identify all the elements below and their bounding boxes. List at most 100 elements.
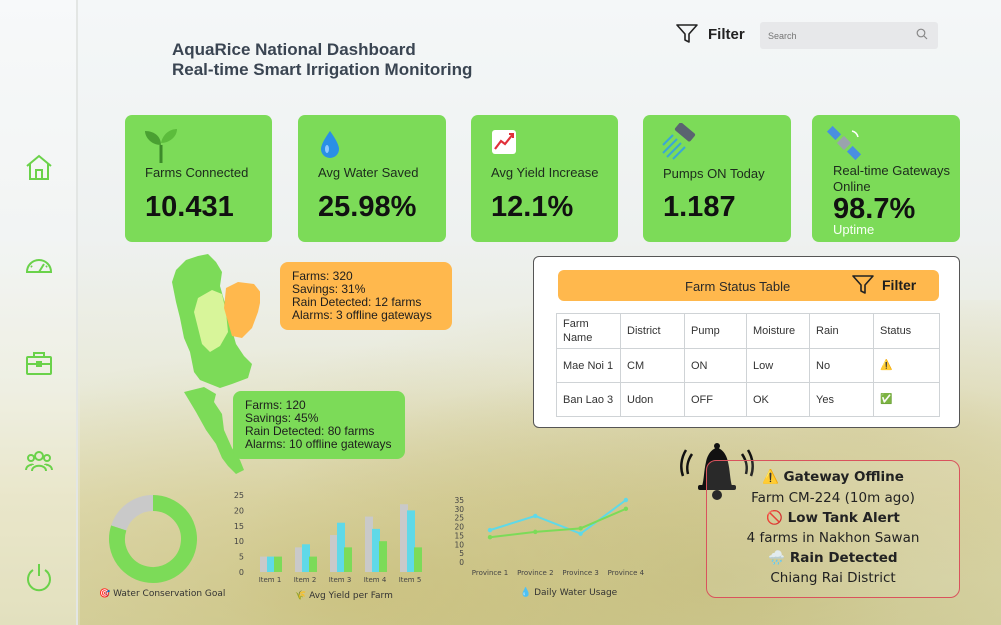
table-filter-label: Filter: [882, 277, 917, 293]
tooltip-farms: Farms: 320: [292, 269, 353, 283]
y-tick-label: 10: [454, 540, 464, 549]
alert-rain-detail: Chiang Rai District: [770, 570, 896, 586]
alert-gateway-offline-title[interactable]: ⚠️ Gateway Offline: [762, 469, 904, 485]
table-row[interactable]: Ban Lao 3 Udon OFF OK Yes ✅: [556, 382, 940, 417]
bar: [274, 556, 282, 572]
bar: [267, 556, 275, 572]
bar: [309, 556, 317, 572]
users-icon[interactable]: [24, 446, 54, 476]
map-tooltip-south: Farms: 120 Savings: 45% Rain Detected: 8…: [233, 391, 405, 459]
table-cell: OFF: [684, 382, 747, 417]
alerts-panel: ⚠️ Gateway Offline Farm CM-224 (10m ago)…: [706, 460, 960, 598]
series-line: [489, 507, 627, 539]
line-chart-title: 💧 Daily Water Usage: [520, 588, 618, 598]
page-title: AquaRice National Dashboard Real-time Sm…: [172, 40, 472, 80]
column-header[interactable]: Farm Name: [556, 313, 621, 349]
tooltip-rain: Rain Detected: 80 farms: [245, 424, 375, 438]
column-header[interactable]: Rain: [809, 313, 874, 349]
donut-chart-title: 🎯 Water Conservation Goal: [99, 589, 226, 599]
data-point: [578, 531, 583, 536]
y-tick-label: 25: [454, 514, 464, 523]
briefcase-icon[interactable]: [24, 348, 54, 378]
map-region-northeast[interactable]: [224, 282, 260, 338]
data-point: [533, 513, 538, 519]
search-icon[interactable]: [916, 28, 928, 40]
farm-status-header: Farm Status Table Filter: [558, 270, 939, 301]
y-tick-label: 5: [239, 553, 244, 562]
search-box[interactable]: [760, 22, 938, 49]
map-region-south[interactable]: [184, 387, 244, 474]
filter-icon: [676, 24, 698, 43]
bar: [295, 547, 303, 572]
shower-icon: [662, 123, 696, 160]
y-tick-label: 0: [239, 568, 244, 577]
kpi-value: 1.187: [663, 191, 736, 223]
table-cell: No: [809, 348, 874, 383]
data-point: [578, 526, 583, 531]
power-icon[interactable]: [24, 562, 54, 592]
sidebar: [0, 0, 78, 625]
bar: [337, 522, 345, 572]
bar: [400, 504, 408, 572]
table-cell: Udon: [620, 382, 685, 417]
table-cell: Yes: [809, 382, 874, 417]
bar: [260, 556, 268, 572]
y-tick-label: 15: [234, 522, 244, 531]
farm-status-panel: Farm Status Table Filter Farm Name Distr…: [533, 256, 960, 428]
bar: [414, 547, 422, 572]
y-tick-label: 30: [454, 505, 464, 514]
column-header[interactable]: Status: [873, 313, 940, 349]
table-filter-button[interactable]: Filter: [852, 275, 916, 295]
bar: [372, 528, 380, 572]
x-tick-label: Item 1: [259, 576, 282, 584]
kpi-card-yield: Avg Yield Increase 12.1%: [471, 115, 618, 242]
tooltip-savings: Savings: 31%: [292, 282, 366, 296]
data-point: [623, 506, 629, 512]
home-icon[interactable]: [24, 152, 54, 182]
table-cell: CM: [620, 348, 685, 383]
farm-status-title: Farm Status Table: [685, 279, 791, 294]
x-tick-label: Item 3: [329, 576, 352, 584]
y-tick-label: 25: [234, 491, 244, 500]
kpi-value: 12.1%: [491, 191, 574, 223]
tooltip-alarms: Alarms: 10 offline gateways: [245, 437, 392, 451]
donut-slice: [111, 495, 154, 531]
gauge-icon[interactable]: [24, 250, 54, 280]
alert-low-tank-title[interactable]: 🚫 Low Tank Alert: [766, 510, 900, 526]
satellite-icon: [826, 125, 862, 161]
tooltip-farms: Farms: 120: [245, 398, 306, 412]
status-check-icon: ✅: [873, 382, 940, 417]
column-header[interactable]: Pump: [684, 313, 747, 349]
donut-slice: [109, 495, 197, 583]
bell-icon[interactable]: [680, 440, 754, 504]
bar: [344, 547, 352, 572]
y-tick-label: 15: [454, 531, 464, 540]
search-input[interactable]: [768, 30, 908, 41]
alert-low-tank-detail: 4 farms in Nakhon Sawan: [746, 530, 920, 546]
x-tick-label: Province 3: [562, 569, 598, 577]
table-header-row: Farm Name District Pump Moisture Rain St…: [556, 313, 940, 349]
series-line: [489, 499, 627, 535]
kpi-label-line-2: Online: [833, 179, 871, 194]
y-tick-label: 35: [454, 496, 464, 505]
alert-rain-title[interactable]: 🌧️ Rain Detected: [768, 550, 898, 566]
filter-button[interactable]: Filter: [676, 24, 745, 44]
kpi-value: 98.7%: [833, 193, 916, 225]
thailand-map[interactable]: [170, 252, 260, 478]
y-tick-label: 20: [454, 523, 464, 532]
data-point: [623, 497, 629, 503]
y-tick-label: 20: [234, 506, 244, 515]
table-row[interactable]: Mae Noi 1 CM ON Low No ⚠️: [556, 348, 940, 383]
x-tick-label: Item 5: [399, 576, 422, 584]
tooltip-alarms: Alarms: 3 offline gateways: [292, 308, 432, 322]
alert-gateway-offline-detail: Farm CM-224 (10m ago): [751, 490, 915, 506]
column-header[interactable]: District: [620, 313, 685, 349]
table-cell: Ban Lao 3: [556, 382, 621, 417]
tooltip-savings: Savings: 45%: [245, 411, 319, 425]
kpi-sub-label: Uptime: [833, 222, 875, 237]
title-line-2: Real-time Smart Irrigation Monitoring: [172, 60, 473, 79]
kpi-label: Pumps ON Today: [663, 166, 765, 181]
column-header[interactable]: Moisture: [746, 313, 810, 349]
map-region-central[interactable]: [194, 290, 228, 352]
